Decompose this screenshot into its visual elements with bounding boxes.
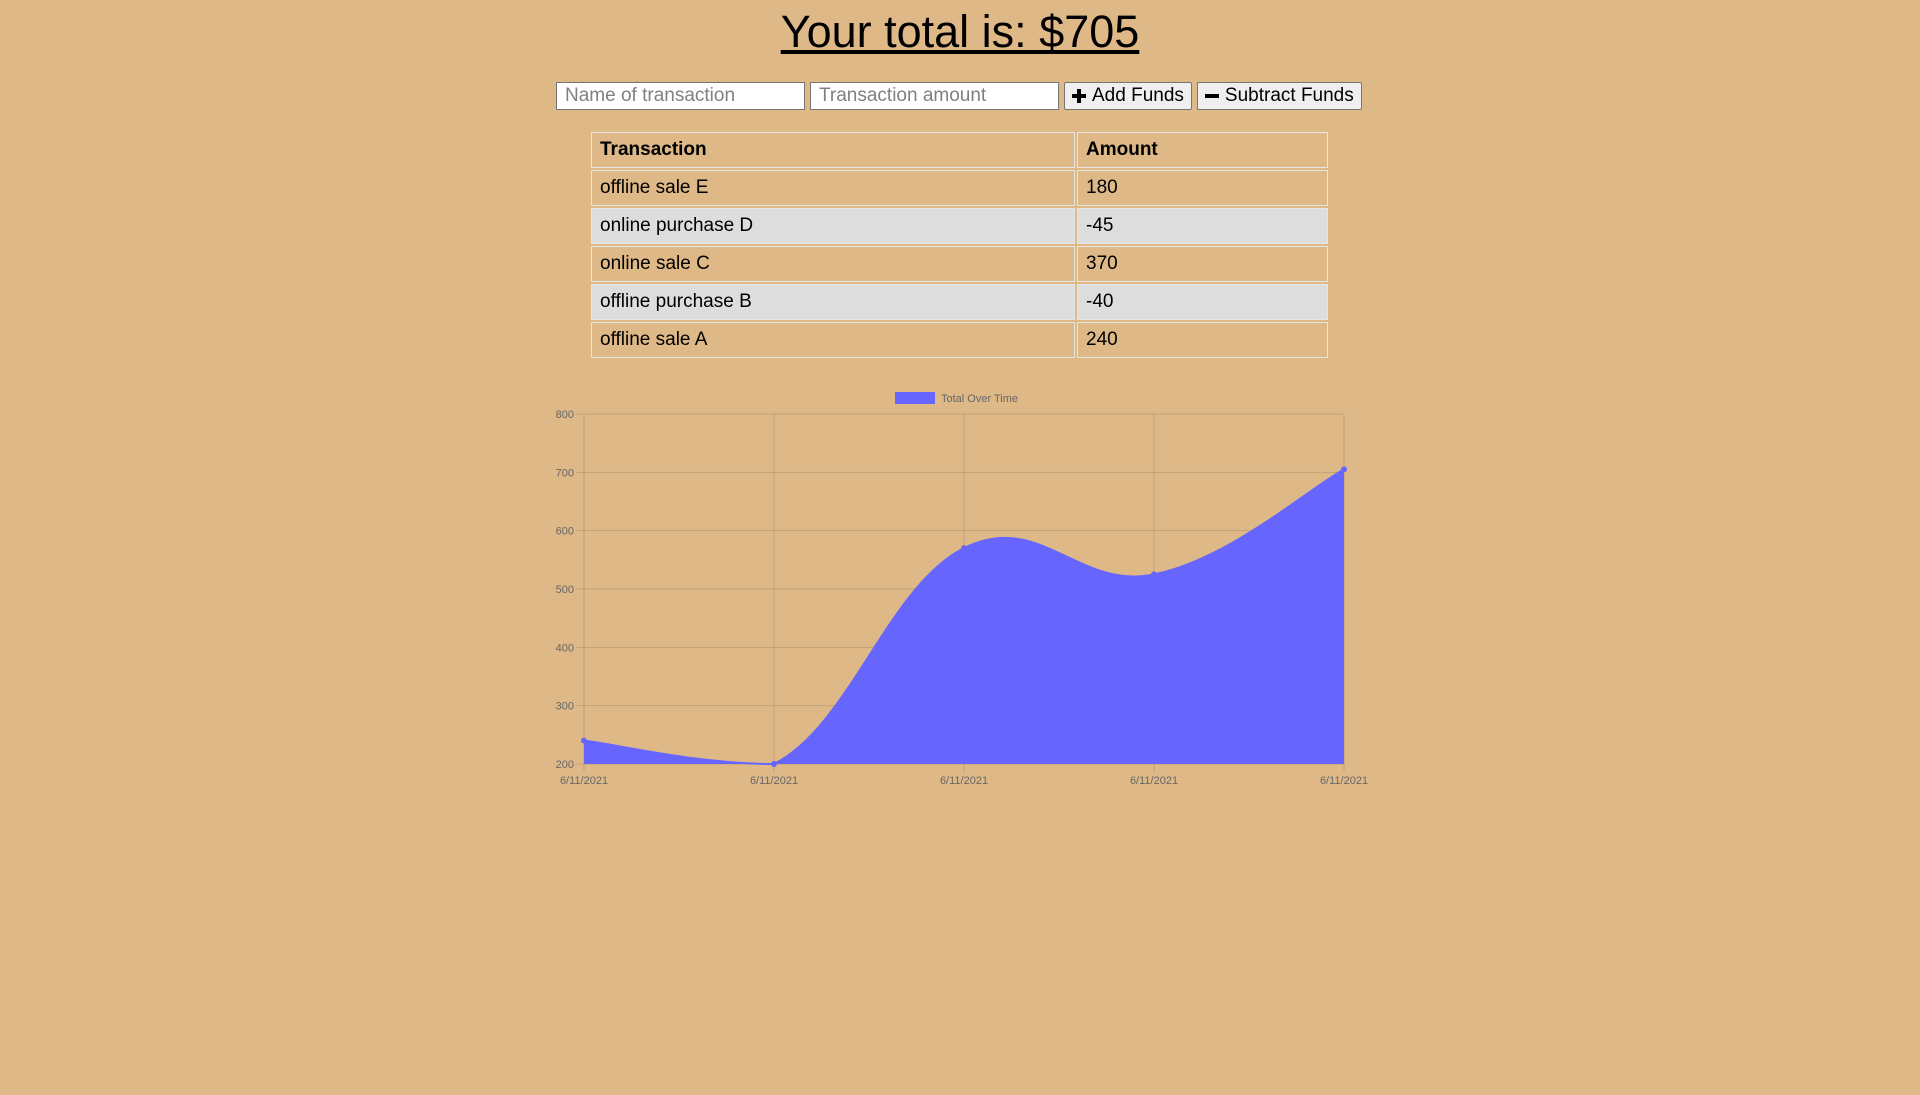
x-tick-label: 6/11/2021 [1130, 775, 1178, 787]
transaction-name-cell: offline purchase B [591, 284, 1075, 320]
subtract-funds-button[interactable]: Subtract Funds [1196, 82, 1362, 110]
subtract-funds-label: Subtract Funds [1224, 85, 1354, 106]
data-point [961, 545, 967, 552]
y-tick-label: 200 [556, 759, 574, 771]
header-amount: Amount [1077, 132, 1328, 168]
data-point [581, 737, 587, 744]
chart-svg: 800 700 600 500 400 300 200 6/11/2021 6/11/2021 6… [556, 392, 1368, 787]
y-tick-label: 700 [556, 467, 574, 479]
data-point [1151, 571, 1157, 578]
y-tick-label: 400 [556, 642, 574, 654]
transaction-name-cell: online sale C [591, 246, 1075, 282]
y-tick-label: 300 [556, 701, 574, 713]
transaction-name-input[interactable] [556, 82, 805, 110]
transaction-amount-cell: 180 [1077, 170, 1328, 206]
transaction-amount-cell: 240 [1077, 322, 1328, 358]
table-row: offline sale E 180 [591, 170, 1328, 206]
y-tick-label: 600 [556, 526, 574, 538]
legend-label: Total Over Time [941, 393, 1018, 405]
minus-icon [1204, 94, 1219, 98]
legend-swatch [895, 392, 935, 404]
data-point [1341, 466, 1347, 473]
x-tick-label: 6/11/2021 [1320, 775, 1368, 787]
x-tick-label: 6/11/2021 [560, 775, 608, 787]
table-row: online sale C 370 [591, 246, 1328, 282]
data-point [771, 761, 777, 767]
area-fill [584, 469, 1344, 764]
table-header-row: Transaction Amount [591, 132, 1328, 168]
transaction-amount-input[interactable] [810, 82, 1059, 110]
transaction-amount-cell: -40 [1077, 284, 1328, 320]
x-tick-label: 6/11/2021 [750, 775, 798, 787]
transaction-name-cell: online purchase D [591, 208, 1075, 244]
table-row: offline purchase B -40 [591, 284, 1328, 320]
transaction-amount-cell: -45 [1077, 208, 1328, 244]
total-over-time-chart: 800 700 600 500 400 300 200 6/11/2021 6/11/2021 6… [550, 388, 1380, 803]
plus-icon [1072, 89, 1086, 103]
y-tick-label: 800 [556, 409, 574, 421]
total-heading: Your total is: $705 [780, 6, 1140, 57]
header-transaction: Transaction [591, 132, 1075, 168]
y-tick-label: 500 [556, 584, 574, 596]
x-tick-label: 6/11/2021 [940, 775, 988, 787]
transaction-form: Add Funds Subtract Funds [556, 82, 1362, 110]
table-row: online purchase D -45 [591, 208, 1328, 244]
transaction-name-cell: offline sale E [591, 170, 1075, 206]
add-funds-label: Add Funds [1092, 85, 1184, 106]
add-funds-button[interactable]: Add Funds [1064, 82, 1192, 110]
transaction-name-cell: offline sale A [591, 322, 1075, 358]
transaction-amount-cell: 370 [1077, 246, 1328, 282]
table-row: offline sale A 240 [591, 322, 1328, 358]
transactions-table: Transaction Amount offline sale E 180 on… [589, 130, 1330, 360]
